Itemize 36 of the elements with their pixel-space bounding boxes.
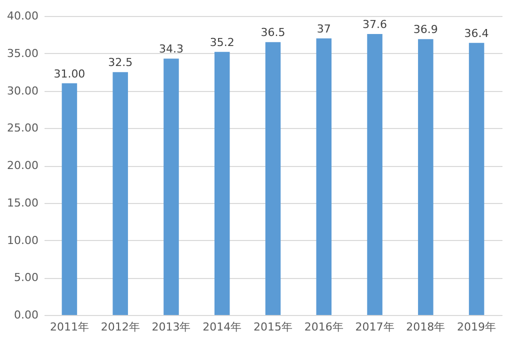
bar xyxy=(112,72,128,315)
bar xyxy=(316,38,332,315)
x-tick-label: 2014年 xyxy=(202,320,242,334)
data-label: 36.9 xyxy=(413,23,438,36)
x-tick-label: 2011年 xyxy=(50,320,89,334)
y-tick-label: 35.00 xyxy=(7,46,38,60)
y-tick-label: 5.00 xyxy=(14,271,38,284)
data-label: 31.00 xyxy=(54,67,86,80)
x-tick-label: 2013年 xyxy=(152,320,191,334)
y-tick-label: 20.00 xyxy=(7,159,38,172)
data-label: 37.6 xyxy=(362,18,388,31)
y-tick-label: 15.00 xyxy=(7,196,38,210)
x-tick-label: 2016年 xyxy=(304,320,344,334)
bar xyxy=(265,42,281,315)
data-label: 36.4 xyxy=(464,26,489,40)
x-tick-label: 2012年 xyxy=(100,320,140,334)
y-tick-label: 30.00 xyxy=(7,84,38,98)
y-tick-label: 25.00 xyxy=(7,122,38,135)
data-label: 34.3 xyxy=(158,42,184,56)
y-tick-label: 0.00 xyxy=(14,308,38,322)
bar xyxy=(468,42,484,315)
data-label: 32.5 xyxy=(108,56,133,70)
bar xyxy=(164,58,179,315)
x-tick-label: 2018年 xyxy=(406,320,446,334)
x-tick-label: 2019年 xyxy=(457,320,496,334)
x-tick-label: 2017年 xyxy=(355,320,394,334)
data-label: 36.5 xyxy=(260,26,286,40)
data-label: 37 xyxy=(316,22,331,36)
data-label: 35.2 xyxy=(210,36,234,49)
y-tick-label: 10.00 xyxy=(7,234,38,247)
bar xyxy=(62,83,78,315)
bar xyxy=(367,34,382,315)
y-tick-label: 40.00 xyxy=(7,10,38,22)
x-tick-label: 2015年 xyxy=(254,320,292,334)
bar xyxy=(214,52,230,315)
bar xyxy=(418,39,434,315)
